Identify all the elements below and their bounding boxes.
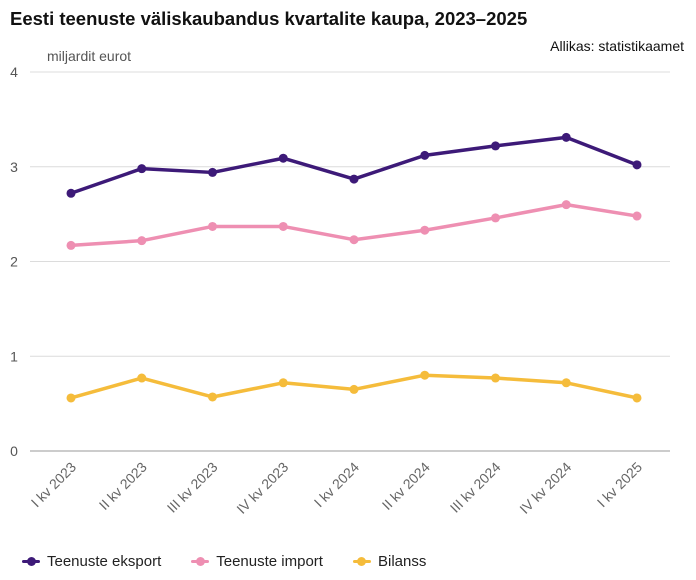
- series-0: [66, 132, 642, 198]
- line-chart: miljardit eurot 0 1 2 3 4 I kv 2023 II kv 202…: [10, 48, 670, 517]
- x-tick-labels: I kv 2023 II kv 2023 III kv 2023 IV kv 2023…: [28, 459, 646, 517]
- data-point: [632, 211, 642, 221]
- data-point: [208, 167, 217, 177]
- y-tick-label: 3: [10, 159, 18, 175]
- x-tick-label: I kv 2023: [28, 459, 80, 511]
- data-point: [137, 373, 147, 383]
- x-tick-label: IV kv 2023: [233, 459, 291, 517]
- source-note: Allikas: statistikaamet: [550, 38, 684, 54]
- legend-label: Teenuste eksport: [47, 553, 162, 570]
- y-axis-label: miljardit eurot: [47, 48, 131, 64]
- legend-swatch: [352, 557, 371, 567]
- data-point: [491, 141, 500, 151]
- x-tick-label: I kv 2025: [594, 459, 646, 511]
- data-point: [66, 188, 76, 198]
- x-tick-label: II kv 2023: [96, 459, 150, 513]
- data-point: [420, 150, 430, 160]
- series-1: [66, 200, 642, 250]
- data-point: [66, 240, 76, 250]
- data-point: [420, 370, 430, 380]
- data-point: [561, 200, 571, 210]
- data-point: [491, 373, 500, 383]
- y-tick-labels: 0 1 2 3 4: [10, 64, 18, 459]
- gridlines: [30, 71, 670, 452]
- legend: Teenuste eksport Teenuste import Bilanss: [22, 553, 456, 570]
- legend-swatch: [191, 557, 210, 567]
- data-point: [420, 225, 430, 235]
- data-point: [632, 160, 642, 170]
- data-point: [66, 393, 76, 403]
- data-point: [491, 213, 500, 223]
- series-line: [69, 135, 639, 196]
- legend-label: Teenuste import: [216, 553, 323, 570]
- data-point: [561, 132, 571, 142]
- x-tick-label: III kv 2023: [164, 459, 221, 516]
- data-point: [561, 378, 571, 388]
- data-point: [349, 174, 359, 184]
- data-point: [208, 392, 217, 402]
- x-tick-label: I kv 2024: [311, 459, 363, 511]
- y-tick-label: 2: [10, 254, 18, 270]
- x-tick-label: III kv 2024: [447, 459, 504, 516]
- y-tick-label: 0: [10, 443, 18, 459]
- y-tick-label: 1: [10, 348, 18, 364]
- series-2: [66, 370, 642, 403]
- data-point: [349, 235, 359, 245]
- data-point: [632, 393, 642, 403]
- data-point: [278, 378, 288, 388]
- legend-label: Bilanss: [377, 553, 427, 570]
- legend-swatch: [22, 557, 40, 567]
- x-tick-label: IV kv 2024: [516, 459, 574, 517]
- legend-item: Teenuste eksport: [22, 553, 161, 570]
- data-point: [208, 221, 217, 231]
- legend-item: Bilanss: [352, 553, 427, 570]
- data-point: [278, 153, 288, 163]
- data-point: [137, 164, 147, 174]
- x-tick-label: II kv 2024: [379, 459, 433, 513]
- y-tick-label: 4: [10, 64, 18, 80]
- data-point: [137, 236, 147, 246]
- data-point: [349, 384, 359, 394]
- series-layer: [66, 132, 642, 403]
- data-point: [278, 221, 288, 231]
- chart-title: Eesti teenuste väliskaubandus kvartalite…: [10, 8, 528, 29]
- legend-item: Teenuste import: [191, 553, 323, 570]
